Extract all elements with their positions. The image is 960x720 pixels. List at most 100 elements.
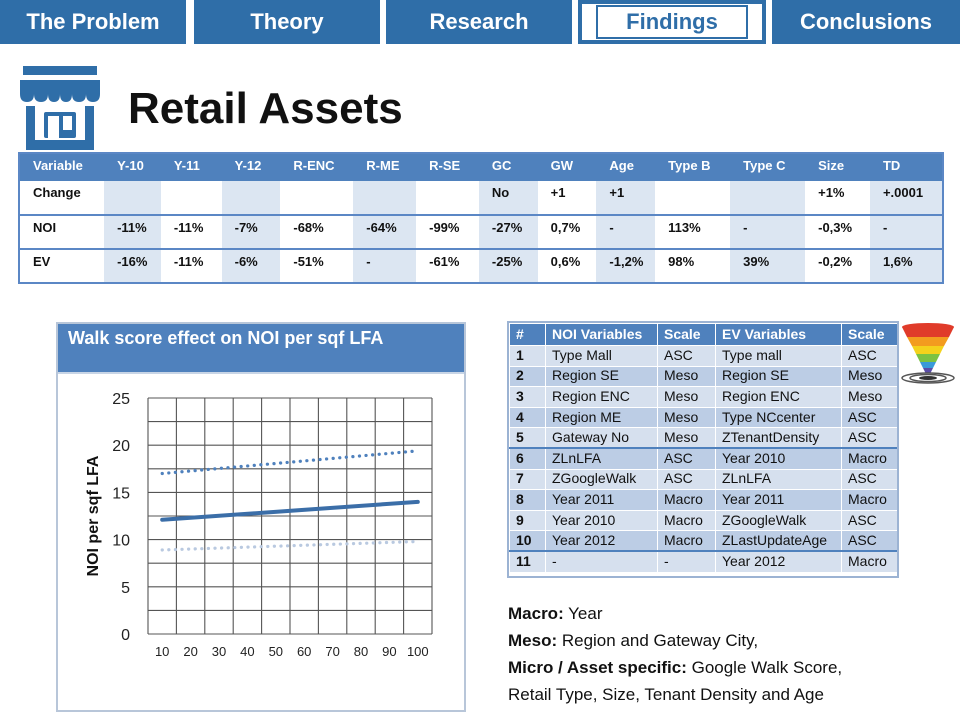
- table-cell: -: [869, 215, 943, 250]
- table-cell: Type mall: [715, 345, 842, 367]
- scale-legend: Macro: Year Meso: Region and Gateway City…: [508, 600, 842, 708]
- table-cell: ASC: [841, 509, 898, 532]
- x-tick-label: 80: [354, 644, 368, 659]
- table-row: 11- - Year 2012 Macro: [509, 550, 898, 573]
- table-cell: +1: [596, 181, 656, 216]
- column-header: R-ENC: [280, 153, 354, 181]
- table-cell: [730, 181, 806, 216]
- x-tick-label: 30: [212, 644, 226, 659]
- table-header-row: # NOI Variables Scale EV Variables Scale: [509, 323, 898, 346]
- table-cell: -0,2%: [818, 253, 853, 269]
- tab-label: Research: [429, 9, 529, 34]
- table-header-row: Variable Y-10 Y-11 Y-12 R-ENC R-ME R-SE GC GW Age…: [19, 153, 943, 181]
- table-cell: -16%: [104, 249, 161, 283]
- tab-the-problem[interactable]: The Problem: [0, 0, 186, 44]
- rank-cell: 6: [509, 447, 546, 470]
- tab-conclusions[interactable]: Conclusions: [772, 0, 960, 44]
- table-cell: ASC: [657, 345, 716, 367]
- table-cell: -61%: [429, 253, 460, 269]
- table-cell: -27%: [478, 215, 538, 250]
- retail-effects-table: Variable Y-10 Y-11 Y-12 R-ENC R-ME R-SE GC GW Age…: [18, 152, 944, 284]
- y-tick-label: 10: [112, 533, 130, 550]
- page-title: Retail Assets: [128, 84, 403, 133]
- table-cell: -51%: [293, 253, 324, 269]
- table-cell: Year 2010: [715, 447, 842, 470]
- table-cell: Macro: [657, 489, 716, 511]
- table-cell: +.0001: [869, 181, 943, 216]
- column-header: Y-11: [160, 153, 222, 181]
- chart-title: Walk score effect on NOI per sqf LFA: [68, 328, 384, 348]
- x-tick-label: 60: [297, 644, 311, 659]
- table-cell: 0,7%: [537, 215, 597, 250]
- x-tick-label: 20: [183, 644, 197, 659]
- tab-theory[interactable]: Theory: [194, 0, 380, 44]
- table-row: 7 ZGoogleWalk ASC ZLnLFA ASC: [509, 468, 898, 491]
- x-tick-label: 100: [407, 644, 429, 659]
- table-cell: -99%: [416, 215, 479, 250]
- x-tick-label: 40: [240, 644, 254, 659]
- tab-findings[interactable]: Findings: [578, 0, 766, 44]
- table-cell: ZLnLFA: [715, 468, 842, 491]
- table-cell: No: [478, 181, 538, 216]
- table-row: 9 Year 2010 Macro ZGoogleWalk ASC: [509, 509, 898, 532]
- table-cell: Region ENC: [715, 386, 842, 408]
- table-cell: -11%: [173, 253, 204, 269]
- table-cell: [221, 181, 281, 216]
- table-cell: +1: [537, 181, 597, 216]
- table-row: 6 ZLnLFA ASC Year 2010 Macro: [509, 447, 898, 470]
- rank-cell: 8: [509, 489, 546, 511]
- table-cell: Macro: [841, 550, 898, 573]
- table-cell: Year 2012: [545, 530, 658, 552]
- table-cell: Type NCcenter: [715, 406, 842, 429]
- column-header: GC: [478, 153, 538, 181]
- column-header: NOI Variables: [545, 323, 658, 346]
- table-cell: 98%: [668, 253, 695, 269]
- row-label: NOI: [19, 215, 105, 250]
- table-cell: Year 2011: [715, 489, 842, 511]
- column-header: Scale: [657, 323, 716, 346]
- table-cell: +1%: [805, 181, 870, 216]
- table-cell: 0,6%: [550, 253, 581, 269]
- legend-label: Macro:: [508, 604, 564, 623]
- y-tick-label: 15: [112, 485, 130, 502]
- table-cell: Type Mall: [545, 345, 658, 367]
- table-cell: ASC: [841, 468, 898, 491]
- table-cell: Meso: [841, 386, 898, 408]
- rank-cell: 5: [509, 427, 546, 449]
- table-cell: Region SE: [545, 365, 658, 388]
- table-cell: ASC: [841, 406, 898, 429]
- tab-research[interactable]: Research: [386, 0, 572, 44]
- x-tick-label: 90: [382, 644, 396, 659]
- column-header: Scale: [841, 323, 898, 346]
- table-row: 4 Region ME Meso Type NCcenter ASC: [509, 406, 898, 429]
- column-header: GW: [537, 153, 597, 181]
- table-cell: -: [353, 249, 417, 283]
- rank-cell: 9: [509, 509, 546, 532]
- rank-cell: 10: [509, 530, 546, 552]
- table-row: Change No +1 +1 +1% +.0001: [19, 181, 943, 216]
- walk-score-chart: Walk score effect on NOI per sqf LFA 0 5 1…: [56, 322, 466, 712]
- table-cell: Gateway No: [545, 427, 658, 449]
- column-header: R-ME: [353, 153, 417, 181]
- table-cell: -1,2%: [596, 249, 656, 283]
- table-cell: ZGoogleWalk: [545, 468, 658, 491]
- table-cell: 113%: [655, 215, 731, 250]
- legend-text: Retail Type, Size, Tenant Density and Ag…: [508, 685, 824, 704]
- table-cell: Meso: [657, 365, 716, 388]
- table-cell: ZLnLFA: [545, 447, 658, 470]
- table-cell: Meso: [841, 365, 898, 388]
- top-navigation: The Problem Theory Research Findings Conclus…: [0, 0, 960, 46]
- table-cell: Macro: [841, 489, 898, 511]
- y-axis-label: NOI per sqf LFA: [85, 455, 102, 576]
- table-cell: -0,3%: [805, 215, 870, 250]
- legend-line: Macro: Year: [508, 600, 842, 627]
- table-cell: Meso: [657, 386, 716, 408]
- column-header: TD: [869, 153, 943, 181]
- table-cell: -7%: [221, 215, 281, 250]
- store-icon: [20, 66, 100, 150]
- tab-label: The Problem: [26, 9, 160, 34]
- table-cell: Macro: [841, 447, 898, 470]
- legend-line: Retail Type, Size, Tenant Density and Ag…: [508, 681, 842, 708]
- y-tick-label: 5: [121, 580, 130, 597]
- table-row: 5 Gateway No Meso ZTenantDensity ASC: [509, 427, 898, 449]
